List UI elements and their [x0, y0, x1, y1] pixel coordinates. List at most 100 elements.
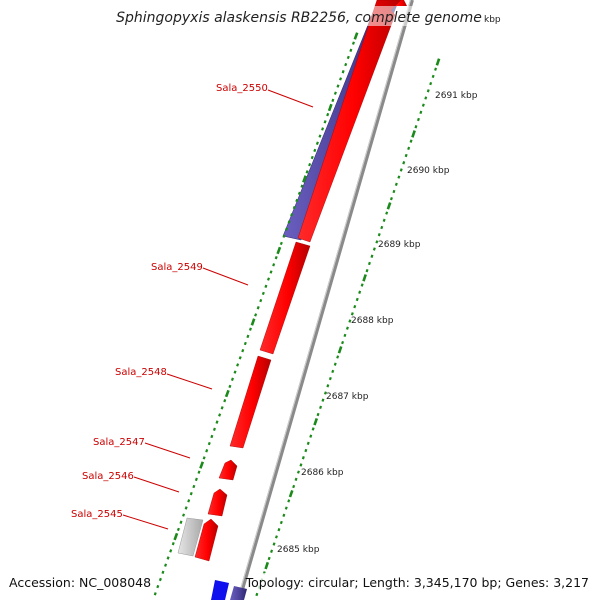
gene-label-sala-2548[interactable]: Sala_2548	[115, 367, 167, 378]
scale-tick	[435, 58, 441, 66]
scale-tick	[380, 225, 384, 230]
scale-tick	[319, 405, 323, 410]
scale-tick	[328, 376, 332, 381]
inner-tick	[349, 48, 353, 52]
scale-tick	[282, 513, 286, 517]
scale-tick	[284, 506, 288, 510]
inner-tick	[339, 77, 343, 81]
scale-tick	[419, 110, 423, 115]
inner-tick	[327, 103, 333, 112]
gene-sala-2547[interactable]	[218, 459, 238, 481]
position-ticks	[153, 32, 441, 597]
scale-tick	[337, 346, 343, 354]
inner-tick	[164, 563, 168, 567]
inner-tick	[284, 227, 289, 231]
gene-reverse-bottom-2[interactable]	[230, 586, 247, 600]
scale-tick	[382, 218, 386, 222]
inner-tick	[223, 399, 227, 403]
inner-tick	[282, 234, 286, 238]
scale-tick	[326, 384, 330, 388]
scale-tick	[267, 556, 271, 561]
scale-tick	[331, 369, 335, 374]
gene-label-sala-2549[interactable]: Sala_2549	[151, 262, 203, 273]
gene-sala-2548[interactable]	[229, 355, 272, 449]
scale-tick	[434, 67, 438, 71]
scale-tick	[313, 417, 319, 426]
kbp-label-2688: 2688 kbp	[351, 316, 394, 326]
inner-tick	[315, 141, 319, 145]
inner-tick	[323, 120, 327, 124]
kbp-label-2689: 2689 kbp	[378, 240, 421, 250]
inner-tick	[254, 313, 258, 317]
inner-tick	[266, 277, 271, 281]
inner-tick	[153, 592, 157, 596]
inner-tick	[169, 549, 173, 553]
inner-tick	[295, 198, 299, 203]
gene-pseudo-left[interactable]	[177, 517, 204, 557]
scale-tick	[375, 240, 379, 244]
scale-tick	[288, 489, 294, 498]
inner-tick	[308, 163, 312, 167]
inner-tick	[300, 184, 304, 188]
inner-tick	[184, 506, 188, 510]
inner-tick	[353, 32, 359, 40]
scale-tick	[358, 290, 362, 294]
scale-tick	[270, 549, 274, 553]
scale-tick	[304, 448, 308, 453]
gene-reverse-bottom-1[interactable]	[211, 580, 229, 600]
gene-leader-sala-2546	[133, 476, 180, 493]
inner-tick	[346, 55, 350, 60]
scale-tick	[277, 528, 281, 532]
gene-sala-2545[interactable]	[194, 518, 219, 562]
inner-tick	[259, 298, 263, 303]
scale-tick	[386, 202, 392, 210]
scale-tick	[311, 427, 315, 431]
gene-sala-2550-partner[interactable]	[297, 0, 402, 243]
footer-backdrop-left	[6, 573, 148, 591]
inner-tick	[199, 461, 205, 469]
inner-tick	[276, 246, 282, 255]
gene-label-sala-2546[interactable]: Sala_2546	[82, 471, 134, 482]
inner-tick	[171, 542, 175, 546]
gene-sala-2549[interactable]	[259, 241, 311, 355]
inner-tick	[264, 284, 268, 288]
gene-leader-sala-2547	[144, 442, 191, 459]
inner-tick	[220, 406, 224, 410]
inner-tick	[197, 470, 201, 474]
scale-tick	[414, 125, 418, 129]
scale-tick	[409, 139, 413, 143]
gene-leader-sala-2545	[122, 514, 169, 530]
inner-tick	[331, 98, 335, 103]
scale-tick	[294, 477, 298, 481]
inner-tick	[182, 513, 186, 517]
inner-tick	[158, 577, 162, 582]
inner-tick	[290, 213, 294, 217]
kbp-label-2687: 2687 kbp	[326, 392, 369, 402]
gene-label-sala-2547[interactable]: Sala_2547	[93, 437, 145, 448]
scale-tick	[274, 535, 278, 539]
inner-tick	[243, 341, 247, 346]
scale-tick	[392, 189, 396, 194]
inner-tick	[310, 155, 314, 160]
gene-label-sala-2550[interactable]: Sala_2550	[216, 83, 268, 94]
kbp-label-top: kbp	[484, 15, 501, 25]
inner-tick	[261, 291, 265, 296]
inner-tick	[212, 427, 216, 431]
scale-tick	[399, 168, 403, 172]
scale-tick	[404, 153, 408, 158]
inner-tick	[250, 318, 256, 326]
gene-label-sala-2545[interactable]: Sala_2545	[71, 509, 123, 520]
inner-tick	[302, 175, 307, 183]
scale-tick	[353, 304, 357, 309]
inner-tick	[218, 413, 222, 417]
kbp-label-2686: 2686 kbp	[301, 468, 344, 478]
inner-tick	[336, 84, 340, 88]
scale-tick	[299, 463, 303, 467]
gene-sala-2546[interactable]	[207, 488, 228, 517]
inner-tick	[297, 191, 301, 195]
inner-tick	[192, 484, 196, 489]
gene-leader-sala-2550	[267, 89, 314, 108]
inner-tick	[224, 389, 230, 398]
scale-tick	[385, 211, 389, 215]
